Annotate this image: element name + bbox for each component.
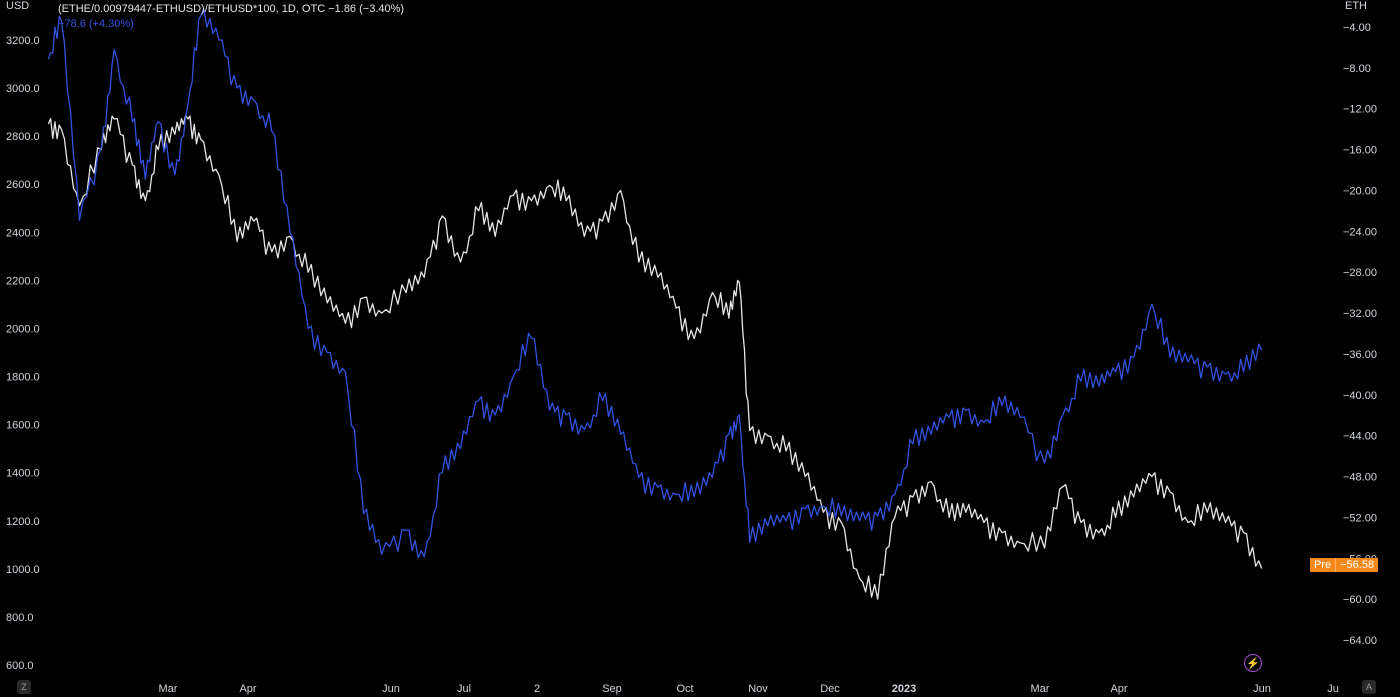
- pre-market-label: Pre: [1310, 558, 1336, 572]
- left-tick-label: 1200.0: [6, 516, 40, 528]
- right-tick-label: −64.00: [1343, 635, 1377, 647]
- right-axis-unit: ETH: [1345, 0, 1367, 12]
- right-tick-label: −20.00: [1343, 185, 1377, 197]
- x-tick-label: 2023: [892, 683, 916, 695]
- x-tick-label: Nov: [748, 683, 768, 695]
- left-tick-label: 1000.0: [6, 564, 40, 576]
- auto-scale-button[interactable]: A: [1362, 680, 1376, 694]
- right-tick-label: −4.00: [1343, 22, 1371, 34]
- x-tick-label: Mar: [1031, 683, 1050, 695]
- lightning-icon[interactable]: ⚡: [1244, 654, 1262, 672]
- right-tick-label: −28.00: [1343, 267, 1377, 279]
- left-tick-label: 2200.0: [6, 275, 40, 287]
- timezone-z-button[interactable]: Z: [17, 680, 31, 694]
- right-tick-label: −12.00: [1343, 104, 1377, 116]
- left-tick-label: 1400.0: [6, 468, 40, 480]
- x-tick-label: Ju: [1327, 683, 1339, 695]
- x-tick-label: Dec: [820, 683, 840, 695]
- x-tick-label: Jun: [1253, 683, 1271, 695]
- right-tick-label: −36.00: [1343, 349, 1377, 361]
- right-tick-label: −52.00: [1343, 512, 1377, 524]
- left-tick-label: 2000.0: [6, 323, 40, 335]
- right-tick-label: −24.00: [1343, 226, 1377, 238]
- x-tick-label: Jul: [457, 683, 471, 695]
- x-tick-label: Oct: [676, 683, 693, 695]
- series-value-label: −78.6 (+4.30%): [58, 18, 134, 30]
- left-tick-label: 1600.0: [6, 420, 40, 432]
- left-tick-label: 600.0: [6, 660, 34, 672]
- left-tick-label: 3200.0: [6, 35, 40, 47]
- series-layer: [47, 8, 1263, 600]
- chart-legend[interactable]: (ETHE/0.00979447-ETHUSD)/ETHUSD*100, 1D,…: [58, 3, 404, 15]
- left-axis-unit: USD: [6, 0, 30, 12]
- right-axis: −4.00 −8.00 −12.00 −16.00 −20.00 −24.00 −28.00…: [1343, 22, 1377, 647]
- x-tick-label: Apr: [1110, 683, 1127, 695]
- x-tick-label: Jun: [382, 683, 400, 695]
- right-tick-label: −60.00: [1343, 594, 1377, 606]
- last-price-value: −56.58: [1335, 558, 1379, 572]
- right-tick-label: −32.00: [1343, 308, 1377, 320]
- x-tick-label: Mar: [159, 683, 178, 695]
- premium-line: [47, 114, 1263, 600]
- left-tick-label: 1800.0: [6, 372, 40, 384]
- x-axis: Mar Apr Jun Jul 2 Sep Oct Nov Dec 2023 Mar Apr Jun Ju: [159, 683, 1339, 695]
- right-tick-label: −44.00: [1343, 431, 1377, 443]
- last-price-badge: Pre −56.58: [1310, 558, 1379, 572]
- left-tick-label: 3000.0: [6, 83, 40, 95]
- left-tick-label: 800.0: [6, 612, 34, 624]
- price-line: [47, 8, 1263, 559]
- x-tick-label: 2: [534, 683, 540, 695]
- left-tick-label: 2800.0: [6, 131, 40, 143]
- left-tick-label: 2600.0: [6, 179, 40, 191]
- x-tick-label: Apr: [239, 683, 256, 695]
- x-tick-label: Sep: [602, 683, 622, 695]
- left-axis: 3200.0 3000.0 2800.0 2600.0 2400.0 2200.0 2000…: [6, 35, 40, 672]
- left-tick-label: 2400.0: [6, 227, 40, 239]
- right-tick-label: −48.00: [1343, 472, 1377, 484]
- right-tick-label: −8.00: [1343, 63, 1371, 75]
- right-tick-label: −40.00: [1343, 390, 1377, 402]
- symbol-change: −1.86 (−3.40%): [328, 3, 405, 15]
- right-tick-label: −16.00: [1343, 145, 1377, 157]
- symbol-title: (ETHE/0.00979447-ETHUSD)/ETHUSD*100, 1D,…: [58, 3, 326, 15]
